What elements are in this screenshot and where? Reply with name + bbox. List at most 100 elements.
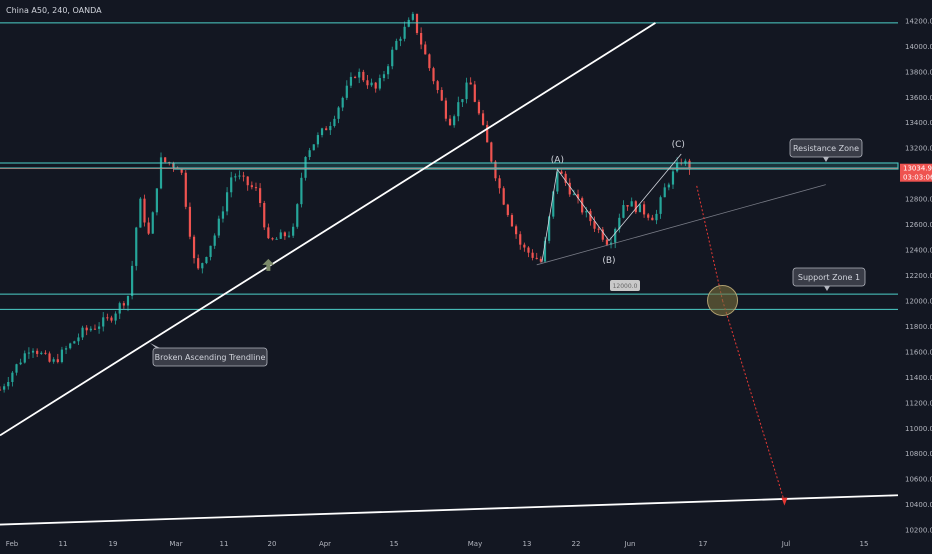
candle-body bbox=[374, 82, 377, 89]
candle-body bbox=[353, 76, 357, 78]
price-tick-label: 14200.0 bbox=[905, 17, 932, 25]
candle-body bbox=[325, 128, 328, 131]
candle-body bbox=[676, 162, 679, 172]
candle-body bbox=[279, 232, 282, 239]
candle-body bbox=[556, 171, 559, 192]
time-tick-label: 20 bbox=[268, 540, 277, 548]
candle-body bbox=[614, 228, 617, 243]
candle-body bbox=[651, 217, 654, 221]
candle-body bbox=[448, 118, 452, 126]
candle-body bbox=[415, 13, 419, 33]
candle-body bbox=[271, 238, 274, 240]
time-tick-label: 11 bbox=[59, 540, 68, 548]
candle-body bbox=[147, 222, 150, 234]
candle-body bbox=[69, 343, 72, 349]
resistance-callout: Resistance Zone bbox=[789, 138, 863, 162]
candle-body bbox=[539, 258, 542, 262]
wave-b-label: (B) bbox=[602, 256, 615, 266]
wave-a-label: (A) bbox=[551, 155, 564, 165]
wave-channel-line bbox=[536, 184, 826, 266]
time-tick-label: 11 bbox=[220, 540, 229, 548]
candle-body bbox=[370, 82, 373, 86]
time-tick-label: Feb bbox=[6, 540, 19, 548]
candle-body bbox=[139, 198, 142, 228]
candle-body bbox=[473, 84, 476, 102]
price-tick-label: 12000.0 bbox=[905, 297, 932, 305]
price-tick-label: 14000.0 bbox=[905, 43, 932, 51]
candle-body bbox=[548, 216, 551, 241]
time-tick-label: Apr bbox=[319, 540, 331, 548]
resistance-callout-text: Resistance Zone bbox=[793, 144, 859, 153]
time-tick-label: 22 bbox=[572, 540, 581, 548]
candle-body bbox=[155, 188, 158, 213]
candle-body bbox=[221, 211, 225, 219]
candle-body bbox=[52, 359, 55, 362]
candle-body bbox=[659, 197, 662, 214]
trendline-callout-pointer bbox=[150, 343, 160, 348]
candle-body bbox=[110, 317, 113, 321]
candle-body bbox=[642, 204, 646, 215]
symbol-title: China A50, 240, OANDA bbox=[6, 6, 102, 15]
candle-body bbox=[601, 229, 604, 240]
price-tick-label: 11800.0 bbox=[905, 323, 932, 331]
candle-body bbox=[27, 352, 31, 354]
candle-body bbox=[3, 386, 6, 390]
candle-body bbox=[287, 235, 291, 237]
candle-body bbox=[77, 337, 80, 342]
support-callout-pointer bbox=[824, 286, 830, 291]
candle-body bbox=[552, 191, 555, 217]
candle-body bbox=[609, 242, 613, 245]
candle-body bbox=[514, 226, 518, 235]
candle-body bbox=[242, 175, 245, 177]
candle-body bbox=[572, 194, 575, 196]
candle-body bbox=[453, 116, 456, 126]
axis-layer: 14200.014000.013800.013600.013400.013200… bbox=[6, 17, 932, 548]
candle-body bbox=[250, 185, 253, 188]
time-tick-label: 15 bbox=[860, 540, 869, 548]
support-callout-text: Support Zone 1 bbox=[798, 273, 860, 282]
candle-body bbox=[143, 198, 146, 223]
candle-body bbox=[440, 90, 443, 101]
time-tick-label: Mar bbox=[169, 540, 182, 548]
candle-body bbox=[97, 326, 101, 329]
time-tick-label: Jun bbox=[624, 540, 636, 548]
candle-body bbox=[126, 295, 130, 306]
candle-body bbox=[436, 81, 439, 91]
countdown-label: 03:03:06 bbox=[903, 174, 932, 182]
target-circle bbox=[707, 284, 739, 316]
candle-body bbox=[159, 157, 163, 189]
candle-body bbox=[48, 353, 51, 362]
candle-body bbox=[316, 135, 320, 145]
candle-body bbox=[114, 313, 117, 321]
candle-body bbox=[506, 204, 509, 216]
price-tick-label: 11000.0 bbox=[905, 425, 932, 433]
candle-body bbox=[647, 214, 650, 218]
time-tick-label: 17 bbox=[699, 540, 708, 548]
support-callout: Support Zone 1 bbox=[792, 267, 866, 291]
price-tick-label: 10200.0 bbox=[905, 527, 932, 535]
candle-body bbox=[234, 176, 237, 178]
up-arrow-icon bbox=[262, 258, 275, 271]
candle-body bbox=[308, 150, 311, 158]
candle-body bbox=[469, 82, 472, 85]
drawings-layer: (A) (B) (C) Resistance Zone Support Zone 1 Br… bbox=[0, 22, 899, 526]
arrowhead bbox=[781, 497, 788, 506]
candle-body bbox=[56, 359, 59, 363]
candle-body bbox=[172, 163, 175, 168]
candle-body bbox=[263, 203, 266, 228]
last-price-label: 13034.9 bbox=[903, 165, 932, 173]
time-tick-label: 13 bbox=[523, 540, 532, 548]
candle-body bbox=[387, 66, 390, 75]
candle-body bbox=[254, 187, 258, 189]
candle-body bbox=[382, 74, 386, 79]
candle-body bbox=[638, 204, 642, 213]
candle-body bbox=[527, 247, 530, 253]
candle-body bbox=[531, 252, 534, 258]
ascending-trendline bbox=[0, 22, 656, 437]
price-tick-label: 13200.0 bbox=[905, 145, 932, 153]
candle-body bbox=[267, 227, 270, 239]
candle-body bbox=[510, 215, 514, 227]
